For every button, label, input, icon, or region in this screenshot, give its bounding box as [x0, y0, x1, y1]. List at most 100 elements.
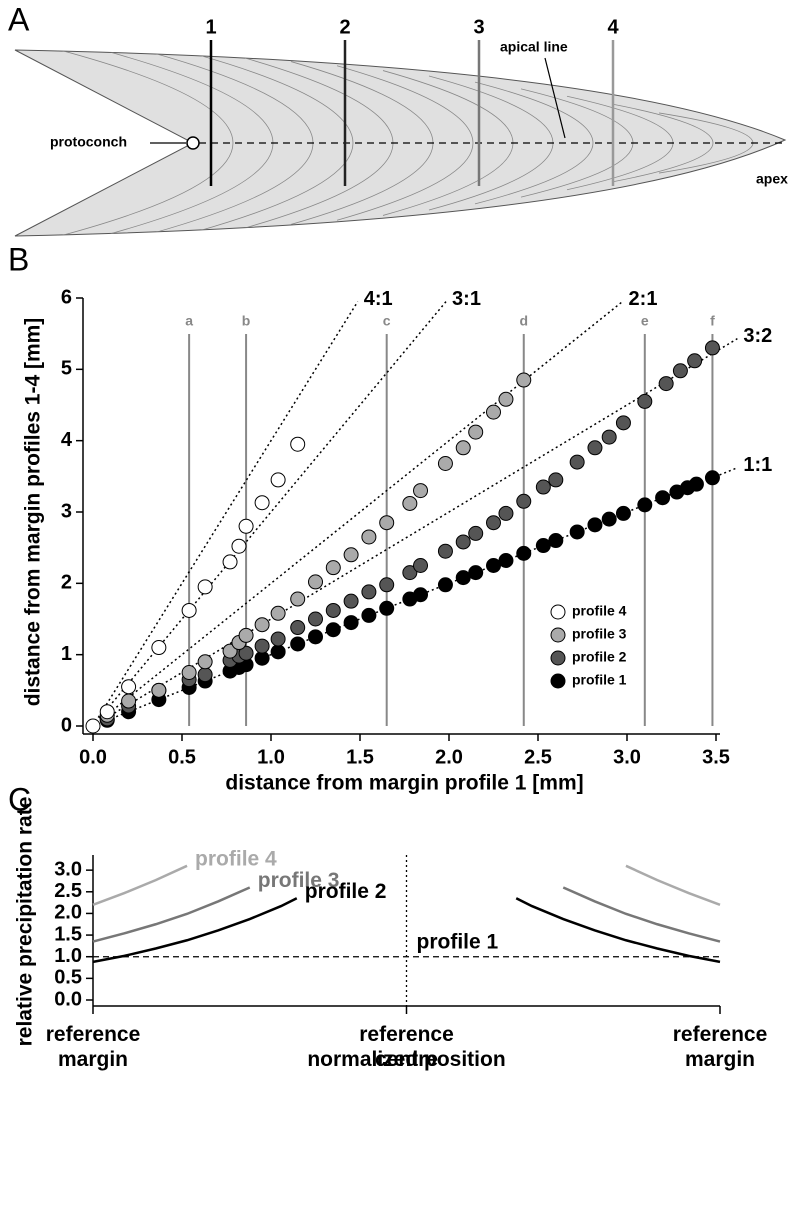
ratio-line-label: 1:1 — [743, 454, 772, 476]
y-tick-label: 0.5 — [54, 967, 82, 989]
y-tick-label: 6 — [61, 286, 72, 308]
x-tick-label: reference margin — [672, 1023, 768, 1071]
y-tick-label: 0 — [61, 714, 72, 736]
data-point — [468, 525, 484, 541]
data-point — [270, 605, 286, 621]
x-tick-label: reference margin — [45, 1023, 141, 1071]
data-point — [637, 497, 653, 513]
reference-line-label: d — [519, 313, 528, 329]
data-point — [437, 455, 453, 471]
data-point — [601, 429, 617, 445]
data-point — [587, 440, 603, 456]
y-tick-label: 3 — [61, 500, 72, 522]
data-point — [687, 353, 703, 369]
data-point — [290, 591, 306, 607]
data-point — [587, 517, 603, 533]
data-point — [308, 574, 323, 590]
data-point — [343, 615, 359, 631]
data-point — [615, 505, 631, 521]
ratio-line-label: 3:1 — [452, 288, 481, 310]
reference-line-label: e — [641, 313, 649, 329]
data-point — [437, 543, 453, 559]
data-point — [704, 470, 720, 486]
legend-label: profile 4 — [572, 603, 627, 619]
data-point — [197, 579, 213, 595]
series-label: profile 2 — [305, 880, 387, 903]
legend-marker — [550, 673, 566, 689]
data-point — [379, 515, 395, 531]
x-tick-label: 3.0 — [613, 746, 641, 768]
data-point — [437, 577, 453, 593]
data-point — [569, 454, 585, 470]
ratio-line-label: 4:1 — [364, 288, 393, 310]
x-tick-label: 2.5 — [524, 746, 552, 768]
data-point — [290, 436, 306, 452]
legend-label: profile 3 — [572, 626, 627, 642]
data-point — [270, 472, 286, 488]
legend-label: profile 2 — [572, 649, 627, 665]
profile-line-label: 1 — [205, 16, 216, 38]
x-tick-label: 3.5 — [702, 746, 730, 768]
data-point — [468, 565, 484, 581]
data-point — [254, 617, 270, 633]
y-tick-label: 2.5 — [54, 880, 82, 902]
data-point — [548, 472, 564, 488]
x-tick-label: 0.5 — [168, 746, 196, 768]
growth-line — [60, 50, 234, 236]
data-point — [672, 363, 688, 379]
data-point — [85, 718, 101, 734]
data-point — [413, 483, 429, 499]
protoconch-label: protoconch — [50, 134, 127, 150]
y-tick-label: 1.0 — [54, 945, 82, 967]
y-tick-label: 2.0 — [54, 902, 82, 924]
data-point — [290, 620, 306, 636]
data-point — [325, 622, 341, 638]
data-point — [231, 538, 247, 554]
data-point — [486, 404, 501, 420]
legend-marker — [550, 604, 566, 620]
data-point — [402, 495, 418, 511]
data-point — [569, 524, 585, 540]
x-tick-label: 2.0 — [435, 746, 463, 768]
series-label: profile 4 — [195, 847, 277, 870]
data-point — [486, 515, 501, 531]
growth-line — [612, 103, 714, 183]
reference-line-label: f — [710, 313, 715, 329]
legend-marker — [550, 650, 566, 666]
data-point — [361, 607, 377, 623]
data-point — [181, 665, 197, 680]
data-point — [290, 636, 306, 652]
y-axis-label: distance from margin profiles 1-4 [mm] — [22, 318, 45, 707]
series-line — [92, 864, 721, 906]
data-point — [658, 376, 674, 392]
panel-letter: B — [8, 241, 29, 277]
data-point — [379, 577, 395, 593]
data-point — [254, 638, 270, 654]
data-point — [270, 631, 286, 647]
ratio-line-label: 2:1 — [629, 288, 658, 310]
series-line — [92, 897, 721, 964]
data-point — [238, 645, 254, 661]
x-tick-label: reference centre — [359, 1023, 454, 1071]
growth-line — [198, 54, 354, 232]
y-tick-label: 1.5 — [54, 923, 82, 945]
x-axis-label: normalized position — [307, 1048, 506, 1071]
series-label: profile 1 — [417, 930, 499, 953]
ratio-line — [92, 301, 359, 727]
y-tick-label: 2 — [61, 572, 72, 594]
panel-letter: A — [8, 1, 30, 37]
data-point — [343, 547, 359, 563]
y-tick-label: 1 — [61, 643, 72, 665]
data-point — [222, 554, 238, 570]
data-point — [413, 587, 429, 603]
data-point — [151, 682, 167, 698]
profile-line-label: 3 — [473, 16, 484, 38]
data-point — [361, 584, 377, 600]
ratio-line — [92, 300, 624, 727]
x-tick-label: 0.0 — [79, 746, 107, 768]
apex-label: apex — [756, 171, 788, 187]
apical-line-label: apical line — [500, 39, 568, 55]
data-point — [197, 654, 213, 670]
data-point — [455, 534, 471, 550]
